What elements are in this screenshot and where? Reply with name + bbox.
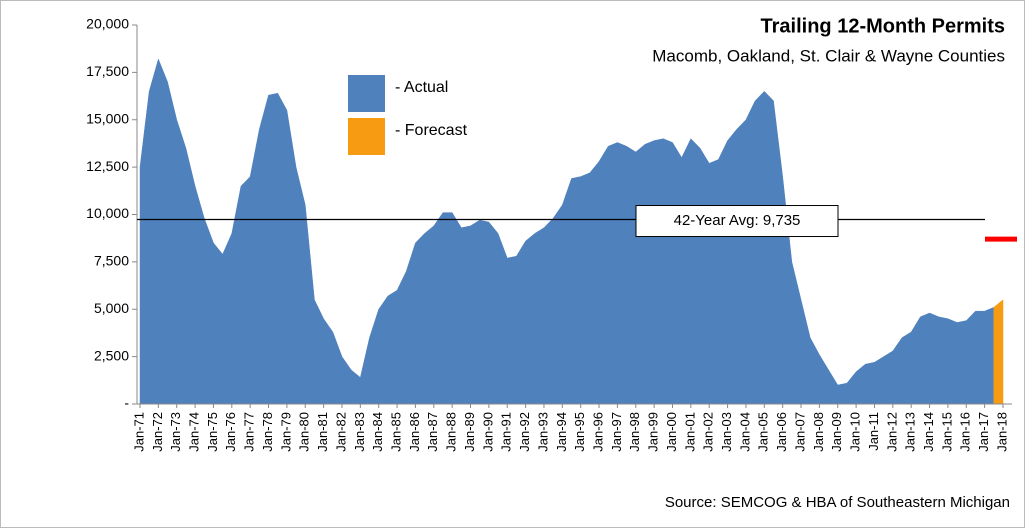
x-tick-label: Jan-17 bbox=[976, 412, 991, 452]
legend-swatch bbox=[348, 118, 385, 155]
x-tick-label: Jan-80 bbox=[297, 412, 312, 452]
x-tick-label: Jan-03 bbox=[719, 412, 734, 452]
x-tick-label: Jan-81 bbox=[315, 412, 330, 452]
x-tick-label: Jan-12 bbox=[884, 412, 899, 452]
x-tick-label: Jan-04 bbox=[737, 412, 752, 452]
area bbox=[993, 299, 1004, 405]
x-tick-label: Jan-73 bbox=[168, 412, 183, 452]
y-tick-label: 20,000 bbox=[86, 16, 129, 32]
chart-title: Trailing 12-Month Permits bbox=[761, 15, 1005, 37]
x-tick-label: Jan-91 bbox=[499, 412, 514, 452]
x-tick-label: Jan-15 bbox=[939, 412, 954, 452]
y-tick-label: 7,500 bbox=[94, 253, 129, 269]
x-tick-label: Jan-76 bbox=[223, 412, 238, 452]
x-tick-label: Jan-83 bbox=[352, 412, 367, 452]
y-tick-label: 10,000 bbox=[86, 205, 129, 221]
x-tick-label: Jan-97 bbox=[609, 412, 624, 452]
legend-label: - Actual bbox=[395, 79, 448, 96]
x-tick-label: Jan-96 bbox=[590, 412, 605, 452]
x-tick-label: Jan-00 bbox=[664, 412, 679, 452]
x-tick-label: Jan-06 bbox=[774, 412, 789, 452]
legend-label: - Forecast bbox=[395, 122, 468, 139]
y-tick-label: 15,000 bbox=[86, 110, 129, 126]
x-tick-label: Jan-16 bbox=[958, 412, 973, 452]
x-tick-label: Jan-93 bbox=[535, 412, 550, 452]
x-tick-label: Jan-85 bbox=[389, 412, 404, 452]
x-tick-label: Jan-02 bbox=[701, 412, 716, 452]
x-tick-label: Jan-75 bbox=[205, 412, 220, 452]
x-tick-label: Jan-13 bbox=[903, 412, 918, 452]
x-tick-label: Jan-92 bbox=[517, 412, 532, 452]
x-tick-label: Jan-14 bbox=[921, 412, 936, 452]
legend-swatch bbox=[348, 75, 385, 112]
y-tick-label: 2,500 bbox=[94, 347, 129, 363]
x-tick-label: Jan-82 bbox=[333, 412, 348, 452]
x-tick-label: Jan-77 bbox=[242, 412, 257, 452]
x-tick-label: Jan-94 bbox=[554, 412, 569, 452]
x-tick-label: Jan-72 bbox=[150, 412, 165, 452]
x-tick-label: Jan-09 bbox=[829, 412, 844, 452]
x-tick-label: Jan-10 bbox=[848, 412, 863, 452]
x-tick-label: Jan-88 bbox=[444, 412, 459, 452]
x-tick-label: Jan-01 bbox=[682, 412, 697, 452]
y-tick-label: 5,000 bbox=[94, 300, 129, 316]
annotation: 42-Year Avg: 9,735 bbox=[674, 212, 801, 229]
annotation-box bbox=[635, 205, 839, 238]
x-tick-label: Jan-07 bbox=[792, 412, 807, 452]
x-tick-label: Jan-89 bbox=[462, 412, 477, 452]
x-tick-label: Jan-86 bbox=[407, 412, 422, 452]
y-tick-label: - bbox=[124, 395, 129, 411]
x-tick-label: Jan-99 bbox=[646, 412, 661, 452]
x-tick-label: Jan-08 bbox=[811, 412, 826, 452]
x-tick-label: Jan-74 bbox=[187, 412, 202, 452]
x-tick-label: Jan-05 bbox=[756, 412, 771, 452]
y-tick-label: 17,500 bbox=[86, 63, 129, 79]
x-tick-label: Jan-78 bbox=[260, 412, 275, 452]
area bbox=[139, 58, 995, 405]
x-tick-label: Jan-18 bbox=[994, 412, 1009, 452]
x-tick-label: Jan-95 bbox=[572, 412, 587, 452]
x-tick-label: Jan-84 bbox=[370, 412, 385, 452]
source: Source: SEMCOG & HBA of Southeastern Mic… bbox=[665, 494, 1010, 511]
x-tick-label: Jan-11 bbox=[866, 412, 881, 451]
y-tick-label: 12,500 bbox=[86, 158, 129, 174]
x-tick-label: Jan-79 bbox=[278, 412, 293, 452]
x-tick-label: Jan-90 bbox=[480, 412, 495, 452]
chart-subtitle: Macomb, Oakland, St. Clair & Wayne Count… bbox=[652, 46, 1005, 65]
x-tick-label: Jan-71 bbox=[131, 412, 146, 452]
x-tick-label: Jan-98 bbox=[627, 412, 642, 452]
x-tick-label: Jan-87 bbox=[425, 412, 440, 452]
